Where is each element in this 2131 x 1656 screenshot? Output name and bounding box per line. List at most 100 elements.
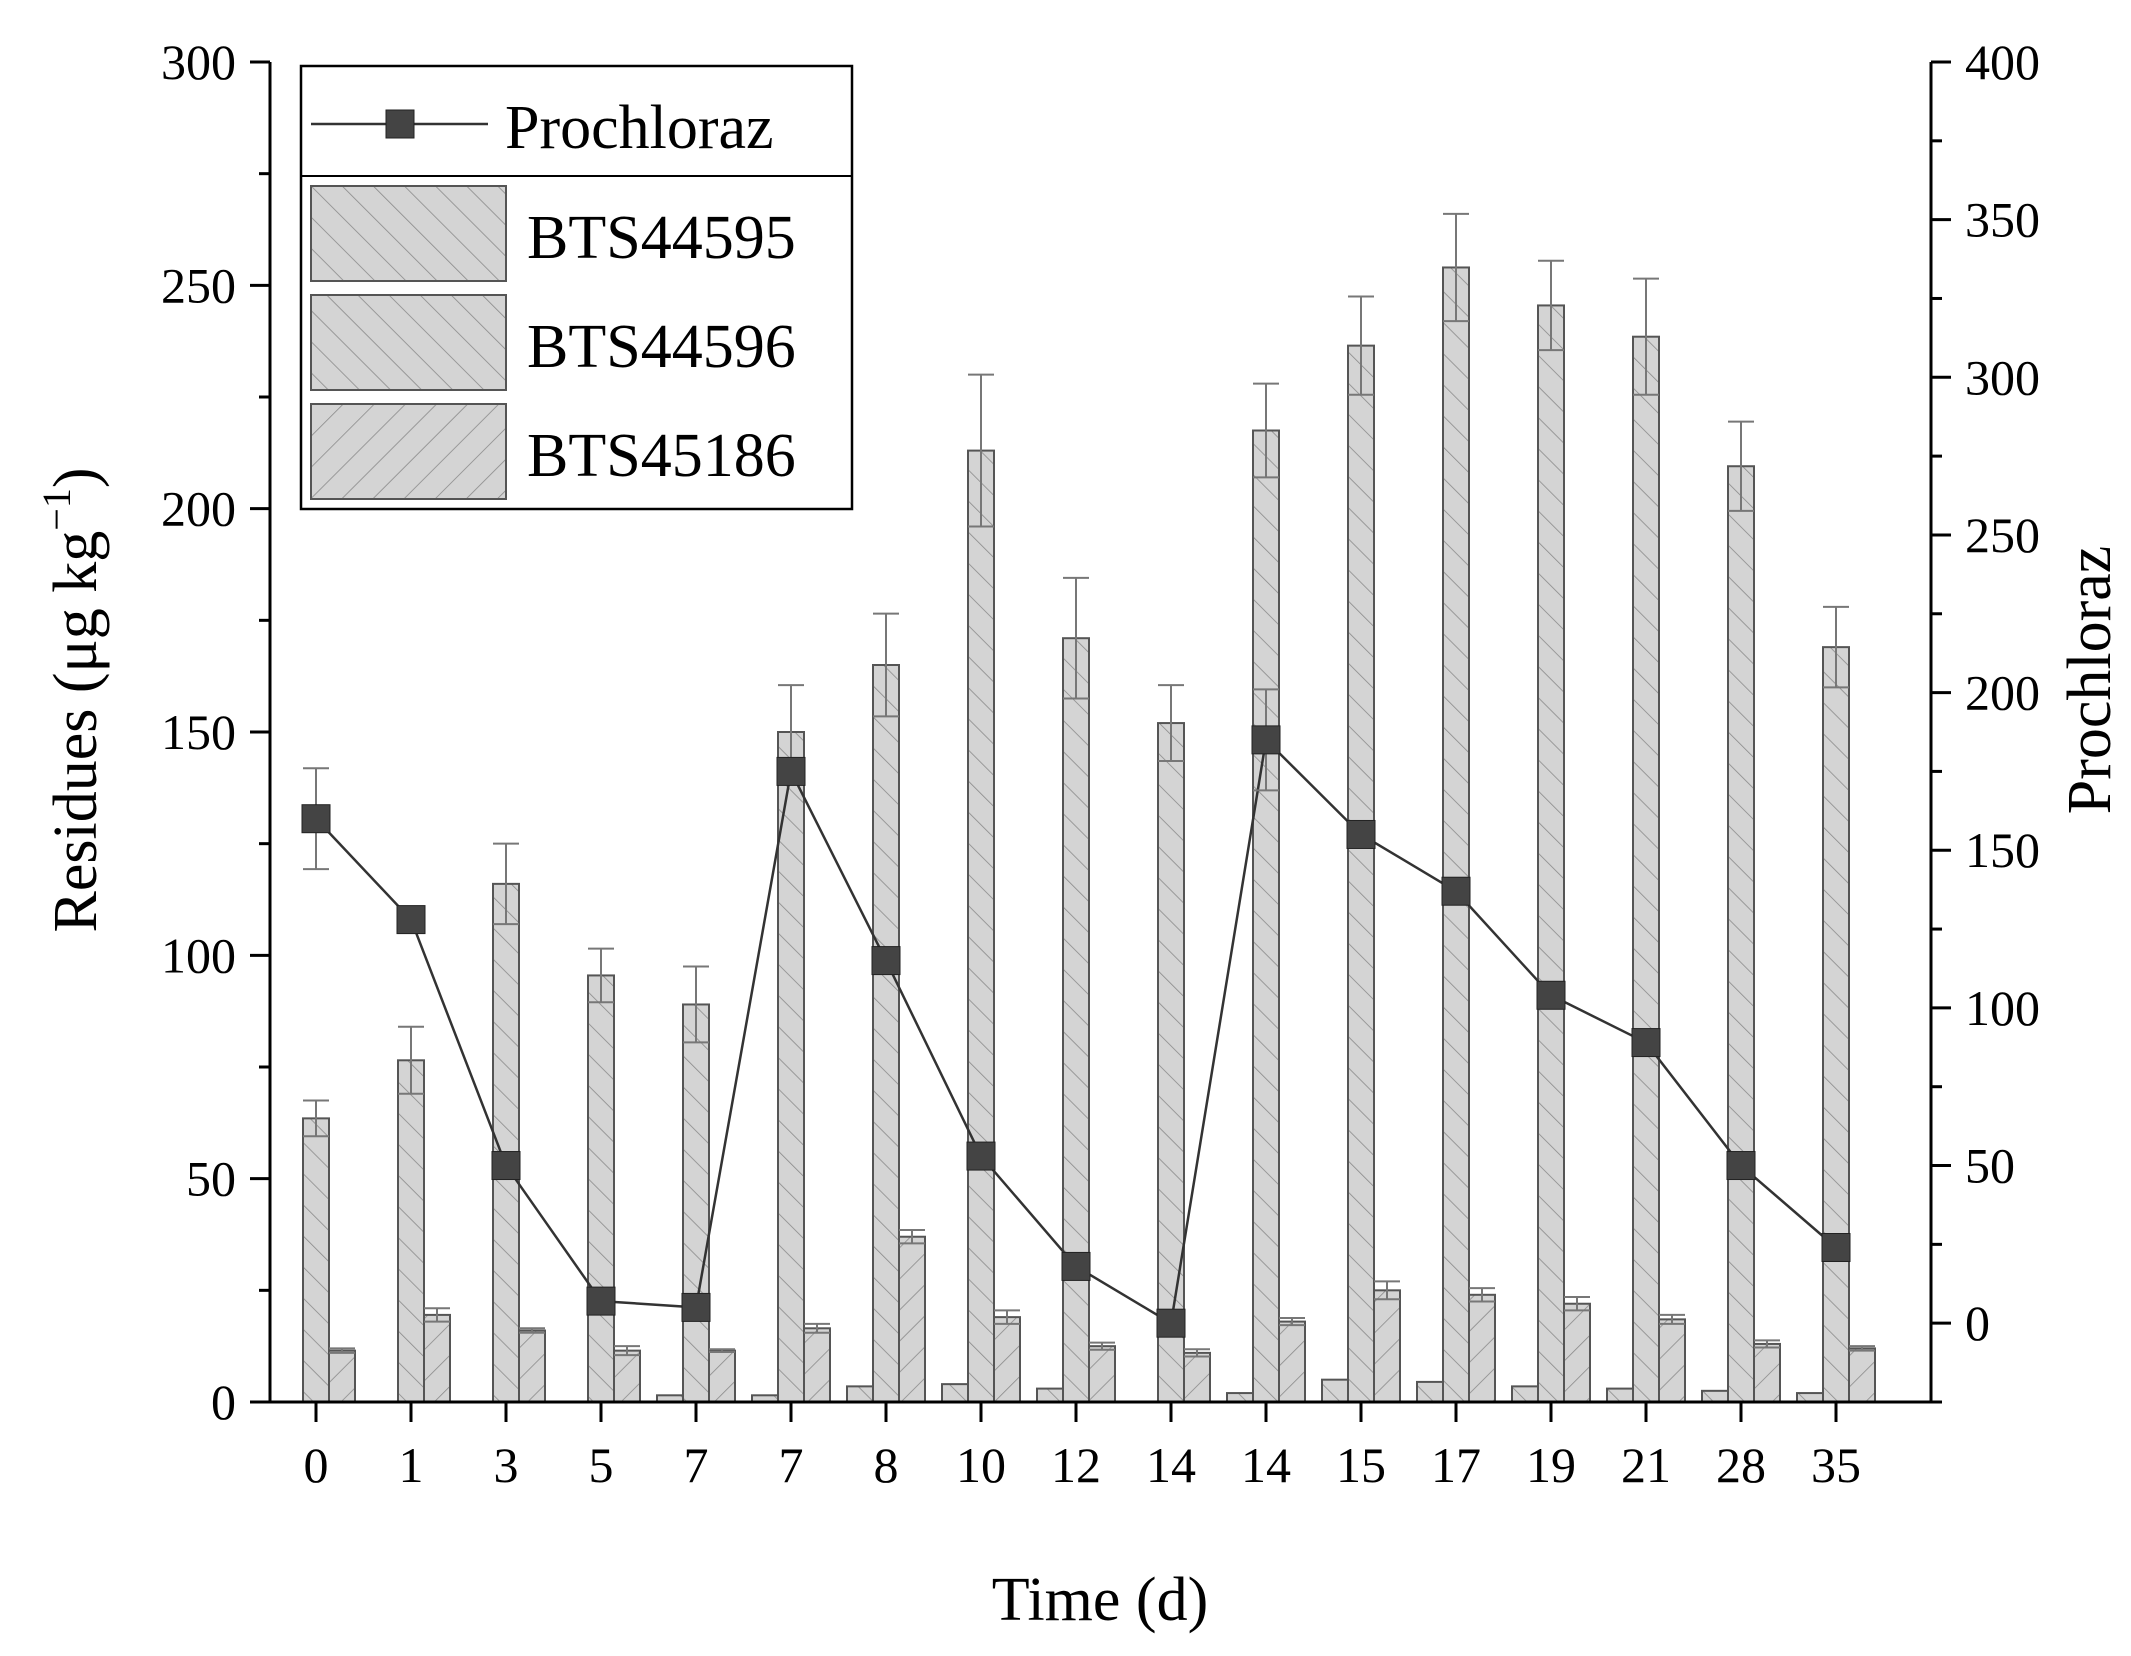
prochloraz-point-13 bbox=[1536, 980, 1566, 1010]
bar-bts44596-15 bbox=[1727, 465, 1755, 1403]
x-tick-label-0: 0 bbox=[304, 1437, 329, 1493]
bar-bts44596-7 bbox=[967, 449, 995, 1404]
bar-bts45186-1 bbox=[423, 1313, 451, 1404]
bar-bts45186-13 bbox=[1563, 1302, 1591, 1403]
bar-bts45186-8 bbox=[1088, 1345, 1116, 1403]
x-tick-label-3: 5 bbox=[589, 1437, 614, 1493]
bar-bts44596-9 bbox=[1157, 722, 1185, 1403]
legend-label-bts44595: BTS44595 bbox=[527, 204, 796, 272]
y2-tick-label-50: 50 bbox=[1965, 1138, 2015, 1194]
bar-bts44596-14 bbox=[1632, 335, 1660, 1404]
prochloraz-point-1 bbox=[396, 905, 426, 935]
y-tick-label-150: 150 bbox=[161, 704, 236, 760]
bar-bts44595-15 bbox=[1701, 1389, 1729, 1404]
bar-bts45186-14 bbox=[1658, 1318, 1686, 1404]
prochloraz-point-11 bbox=[1346, 819, 1376, 849]
prochloraz-point-6 bbox=[871, 946, 901, 976]
bar-bts45186-15 bbox=[1753, 1342, 1781, 1404]
x-tick-label-7: 10 bbox=[956, 1437, 1006, 1493]
bar-bts45186-16 bbox=[1848, 1347, 1876, 1404]
left-axis-ticks: 0 50 100 150 200 250 300 bbox=[161, 34, 270, 1430]
x-tick-label-10: 14 bbox=[1241, 1437, 1291, 1493]
bar-bts44596-12 bbox=[1442, 266, 1470, 1403]
bar-bts44596-4 bbox=[682, 1003, 710, 1403]
bar-bts44595-13 bbox=[1511, 1385, 1539, 1404]
y2-axis-title: Prochloraz bbox=[2056, 546, 2124, 815]
bar-bts45186-11 bbox=[1373, 1289, 1401, 1404]
bar-bts44596-3 bbox=[587, 974, 615, 1404]
legend-prochloraz-marker bbox=[385, 109, 415, 139]
bar-bts44596-6 bbox=[872, 664, 900, 1403]
y-axis-title: Residues (μg kg−1) bbox=[34, 468, 110, 933]
bar-bts45186-4 bbox=[708, 1349, 736, 1403]
bar-bts45186-7 bbox=[993, 1316, 1021, 1403]
bar-bts44596-5 bbox=[777, 731, 805, 1403]
x-tick-label-2: 3 bbox=[494, 1437, 519, 1493]
x-tick-label-12: 17 bbox=[1431, 1437, 1481, 1493]
bar-bts45186-2 bbox=[518, 1329, 546, 1403]
prochloraz-line-layer bbox=[301, 688, 1851, 1338]
bar-bts44595-11 bbox=[1321, 1378, 1349, 1403]
legend-swatch-bts45186 bbox=[310, 403, 507, 500]
x-tick-label-14: 21 bbox=[1621, 1437, 1671, 1493]
x-tick-label-6: 8 bbox=[874, 1437, 899, 1493]
bar-bts44595-7 bbox=[941, 1383, 969, 1403]
y-tick-label-250: 250 bbox=[161, 257, 236, 313]
prochloraz-point-10 bbox=[1251, 725, 1281, 755]
prochloraz-point-15 bbox=[1726, 1151, 1756, 1181]
x-tick-label-13: 19 bbox=[1526, 1437, 1576, 1493]
bar-bts44596-8 bbox=[1062, 637, 1090, 1403]
bar-bts45186-5 bbox=[803, 1327, 831, 1404]
prochloraz-point-16 bbox=[1821, 1233, 1851, 1263]
y2-tick-label-150: 150 bbox=[1965, 822, 2040, 878]
legend-swatch-bts44596 bbox=[310, 294, 507, 391]
y-tick-label-100: 100 bbox=[161, 927, 236, 983]
bar-bts45186-10 bbox=[1278, 1320, 1306, 1403]
prochloraz-point-0 bbox=[301, 804, 331, 834]
y-tick-label-200: 200 bbox=[161, 481, 236, 537]
x-tick-label-1: 1 bbox=[399, 1437, 424, 1493]
x-tick-label-16: 35 bbox=[1811, 1437, 1861, 1493]
prochloraz-point-12 bbox=[1441, 876, 1471, 906]
prochloraz-point-9 bbox=[1156, 1308, 1186, 1338]
legend-label-prochloraz: Prochloraz bbox=[505, 94, 774, 162]
y-tick-label-300: 300 bbox=[161, 34, 236, 90]
bars-layer bbox=[302, 266, 1876, 1404]
right-axis-ticks: 0 50 100 150 200 250 300 350 400 bbox=[1931, 34, 2040, 1404]
y2-tick-label-250: 250 bbox=[1965, 507, 2040, 563]
bar-bts45186-0 bbox=[328, 1349, 356, 1403]
x-tick-label-5: 7 bbox=[779, 1437, 804, 1493]
x-axis-ticks: 0 1 3 5 7 7 8 10 12 14 14 15 17 19 21 28 35 bbox=[304, 1402, 1861, 1493]
x-tick-label-15: 28 bbox=[1716, 1437, 1766, 1493]
bar-bts44595-6 bbox=[846, 1385, 874, 1404]
x-tick-label-4: 7 bbox=[684, 1437, 709, 1493]
bar-bts45186-9 bbox=[1183, 1351, 1211, 1404]
prochloraz-point-3 bbox=[586, 1286, 616, 1316]
bar-bts45186-6 bbox=[898, 1235, 926, 1403]
bar-bts44595-14 bbox=[1606, 1387, 1634, 1403]
prochloraz-point-14 bbox=[1631, 1028, 1661, 1058]
y2-tick-label-200: 200 bbox=[1965, 665, 2040, 721]
prochloraz-point-4 bbox=[681, 1292, 711, 1322]
legend: Prochloraz BTS44595 BTS44596 BTS45186 bbox=[299, 64, 854, 511]
bar-bts45186-12 bbox=[1468, 1293, 1496, 1404]
x-axis-title: Time (d) bbox=[992, 1566, 1208, 1634]
error-bars-layer bbox=[303, 212, 1875, 1358]
x-tick-label-8: 12 bbox=[1051, 1437, 1101, 1493]
y2-tick-label-400: 400 bbox=[1965, 34, 2040, 90]
x-tick-label-11: 15 bbox=[1336, 1437, 1386, 1493]
legend-swatch-bts44595 bbox=[310, 185, 507, 282]
x-tick-label-9: 14 bbox=[1146, 1437, 1196, 1493]
bar-bts44596-16 bbox=[1822, 646, 1850, 1403]
y2-tick-label-0: 0 bbox=[1965, 1295, 1990, 1351]
prochloraz-point-7 bbox=[966, 1141, 996, 1171]
prochloraz-point-8 bbox=[1061, 1251, 1091, 1281]
legend-label-bts44596: BTS44596 bbox=[527, 313, 796, 381]
y2-tick-label-350: 350 bbox=[1965, 192, 2040, 248]
bar-bts44596-1 bbox=[397, 1059, 425, 1404]
y2-tick-label-300: 300 bbox=[1965, 349, 2040, 405]
bar-bts44596-0 bbox=[302, 1117, 330, 1404]
bar-bts45186-3 bbox=[613, 1349, 641, 1403]
prochloraz-point-5 bbox=[776, 756, 806, 786]
